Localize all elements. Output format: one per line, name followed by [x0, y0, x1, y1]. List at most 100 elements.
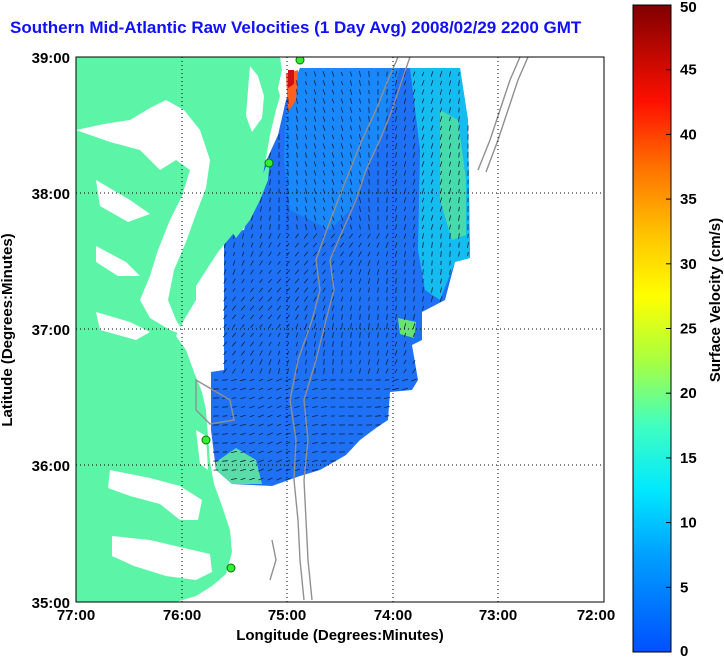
- velocity-arrow: [313, 224, 317, 230]
- velocity-arrow: [430, 215, 434, 221]
- velocity-arrow: [448, 107, 452, 113]
- velocity-arrow: [286, 332, 290, 338]
- velocity-arrow: [287, 350, 289, 356]
- velocity-arrow: [386, 152, 388, 158]
- velocity-arrow: [313, 107, 317, 113]
- velocity-arrow: [305, 80, 307, 86]
- velocity-arrow: [359, 215, 361, 221]
- velocity-arrow: [222, 305, 228, 311]
- velocity-arrow: [368, 322, 370, 330]
- velocity-arrow: [313, 278, 317, 284]
- velocity-arrow: [276, 441, 282, 445]
- velocity-arrow: [222, 388, 228, 390]
- velocity-arrow: [402, 387, 408, 391]
- velocity-arrow: [231, 314, 237, 320]
- velocity-arrow: [403, 125, 407, 131]
- velocity-arrow: [268, 350, 272, 356]
- velocity-arrow: [295, 332, 299, 338]
- velocity-arrow: [458, 134, 460, 140]
- velocity-arrow: [312, 451, 318, 453]
- velocity-arrow: [384, 379, 390, 381]
- velocity-arrow: [240, 378, 246, 382]
- velocity-arrow: [377, 314, 379, 320]
- velocity-arrow: [303, 278, 309, 284]
- velocity-arrow: [431, 268, 433, 276]
- velocity-arrow: [412, 125, 416, 131]
- velocity-arrow: [349, 88, 353, 96]
- velocity-arrow: [395, 332, 397, 338]
- velocity-arrow: [269, 224, 271, 230]
- velocity-arrow: [412, 107, 416, 113]
- velocity-arrow: [411, 378, 417, 382]
- velocity-arrow: [430, 134, 434, 140]
- velocity-arrow: [312, 442, 318, 444]
- velocity-arrow: [295, 314, 299, 320]
- rappahannock-river: [96, 246, 140, 276]
- velocity-arrow: [322, 170, 326, 176]
- velocity-arrow: [313, 170, 317, 176]
- velocity-arrow: [286, 251, 290, 257]
- velocity-arrow: [285, 378, 291, 382]
- velocity-arrow: [259, 350, 263, 356]
- velocity-arrow: [322, 71, 326, 77]
- velocity-arrow: [403, 223, 407, 231]
- velocity-arrow: [431, 251, 433, 257]
- velocity-arrow: [431, 233, 433, 239]
- velocity-arrow: [359, 116, 361, 122]
- velocity-arrow: [314, 368, 316, 374]
- velocity-arrow: [222, 379, 228, 381]
- velocity-arrow: [313, 188, 317, 194]
- velocity-arrow: [259, 323, 263, 329]
- velocity-arrow: [350, 305, 352, 311]
- velocity-arrow: [240, 305, 246, 311]
- velocity-arrow: [312, 269, 318, 275]
- velocity-arrow: [313, 287, 317, 293]
- velocity-arrow: [250, 242, 254, 248]
- velocity-arrow: [232, 288, 236, 292]
- velocity-arrow: [439, 197, 443, 203]
- velocity-arrow: [296, 188, 298, 194]
- velocity-arrow: [223, 359, 227, 365]
- velocity-arrow: [359, 107, 361, 113]
- velocity-arrow: [430, 296, 434, 302]
- velocity-arrow: [340, 170, 344, 176]
- velocity-arrow: [404, 296, 406, 302]
- velocity-arrow: [233, 242, 235, 248]
- velocity-arrow: [404, 242, 406, 248]
- velocity-arrow: [232, 269, 236, 275]
- albemarle-sound: [108, 470, 202, 520]
- velocity-arrow: [268, 251, 272, 257]
- velocity-arrow: [430, 98, 434, 104]
- velocity-arrow: [349, 197, 353, 203]
- velocity-arrow: [421, 206, 425, 212]
- velocity-arrow: [458, 98, 460, 104]
- velocity-arrow: [277, 350, 281, 356]
- velocity-arrow: [394, 368, 398, 374]
- velocity-arrow: [395, 224, 397, 230]
- velocity-arrow: [303, 269, 309, 275]
- velocity-arrow: [322, 89, 326, 95]
- velocity-arrow: [349, 80, 353, 86]
- velocity-arrow: [412, 71, 416, 77]
- velocity-arrow: [305, 116, 307, 122]
- velocity-arrow: [303, 379, 309, 381]
- velocity-arrow: [359, 368, 361, 374]
- velocity-arrow: [267, 287, 273, 293]
- velocity-arrow: [296, 143, 298, 149]
- velocity-arrow: [349, 107, 353, 113]
- velocity-arrow: [359, 134, 361, 140]
- velocity-arrow: [276, 477, 282, 481]
- velocity-arrow: [267, 314, 273, 320]
- velocity-arrow: [439, 179, 443, 185]
- velocity-arrow: [303, 251, 309, 257]
- velocity-arrow: [296, 170, 298, 176]
- velocity-arrow: [240, 332, 246, 338]
- velocity-arrow: [458, 242, 460, 248]
- velocity-arrow: [359, 350, 361, 356]
- velocity-arrow: [421, 125, 425, 131]
- velocity-arrow: [413, 305, 415, 311]
- velocity-arrow: [322, 305, 326, 311]
- velocity-arrow: [403, 197, 407, 203]
- velocity-arrow: [458, 196, 460, 204]
- velocity-field-peak-mid: [398, 318, 416, 338]
